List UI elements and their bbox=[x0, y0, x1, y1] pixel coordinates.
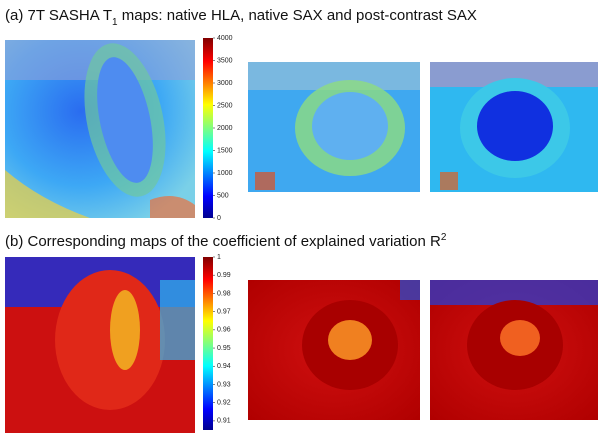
colorbar-tick-label: 0.93 bbox=[217, 381, 231, 388]
native-sax-map bbox=[248, 62, 420, 192]
colorbar-tick-label: 0 bbox=[217, 215, 221, 222]
hla-r2-map bbox=[5, 257, 195, 433]
colorbar-a bbox=[203, 38, 213, 218]
colorbar-tick-label: 3500 bbox=[217, 57, 233, 64]
colorbar-tick-label: 1 bbox=[217, 254, 221, 261]
colorbar-tick-label: 1500 bbox=[217, 147, 233, 154]
colorbar-tick-label: 1000 bbox=[217, 170, 233, 177]
colorbar-tick-label: 0.95 bbox=[217, 345, 231, 352]
colorbar-tick-label: 2500 bbox=[217, 102, 233, 109]
native-sax-r2-map bbox=[248, 280, 420, 420]
colorbar-tick-label: 0.98 bbox=[217, 290, 231, 297]
colorbar-tick-label: 500 bbox=[217, 192, 229, 199]
panel-b-title: (b) Corresponding maps of the coefficien… bbox=[5, 232, 447, 250]
colorbar-tick-label: 3000 bbox=[217, 80, 233, 87]
colorbar-b bbox=[203, 257, 213, 430]
hla-map bbox=[5, 36, 195, 218]
colorbar-tick-label: 0.99 bbox=[217, 272, 231, 279]
colorbar-tick-label: 0.91 bbox=[217, 418, 231, 425]
panel-a-title: (a) 7T SASHA T1 maps: native HLA, native… bbox=[5, 7, 477, 28]
colorbar-tick-label: 4000 bbox=[217, 35, 233, 42]
colorbar-tick-label: 0.96 bbox=[217, 327, 231, 334]
colorbar-tick-label: 0.94 bbox=[217, 363, 231, 370]
post-contrast-sax-map bbox=[430, 62, 598, 192]
colorbar-tick-label: 0.97 bbox=[217, 308, 231, 315]
colorbar-tick-label: 0.92 bbox=[217, 400, 231, 407]
post-contrast-sax-r2-map bbox=[430, 280, 598, 420]
figure: (a) 7T SASHA T1 maps: native HLA, native… bbox=[0, 0, 608, 433]
colorbar-tick-label: 2000 bbox=[217, 125, 233, 132]
